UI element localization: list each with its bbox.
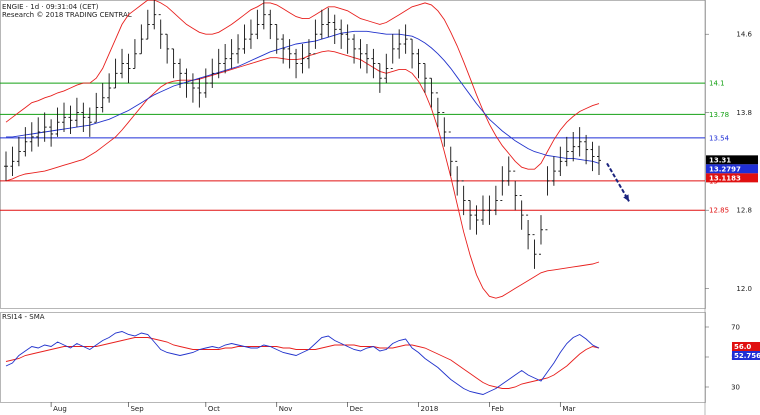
rsi-value-tag (732, 351, 760, 360)
main-panel-frame (0, 0, 706, 309)
level-label: 12.85 (709, 207, 729, 215)
rsi-value-tag-label: 56.0 (734, 343, 751, 351)
rsi-value-tag-label: 52.7563 (734, 352, 760, 360)
bollinger-lower-line (5, 50, 600, 299)
x-axis-label: Mar (562, 405, 575, 413)
x-axis-label: Oct (208, 405, 220, 413)
level-label: 13.54 (709, 134, 730, 142)
level-label: 14.1 (709, 80, 725, 88)
x-axis-label: Aug (53, 405, 67, 413)
last-price-tag (706, 155, 758, 165)
rsi-value-tag (732, 342, 760, 351)
forecast-arrow-shaft (606, 162, 630, 202)
rsi-panel-title: RSI14 - SMA (2, 313, 45, 321)
last-price-tag-label: 13.1183 (709, 174, 741, 182)
moving-average-line (6, 30, 600, 164)
forecast-arrow-head (623, 194, 629, 202)
x-axis-label: Feb (491, 405, 504, 413)
last-price-tag-label: 13.31 (709, 156, 731, 164)
last-price-tag (706, 173, 758, 183)
last-price-tag-label: 13.2797 (709, 165, 741, 173)
x-axis-label: Sep (130, 405, 144, 413)
x-axis-label: Dec (350, 405, 364, 413)
x-axis-label: Nov (279, 405, 293, 413)
chart-header-symbol: ENGIE · 1d · 09:31:04 (CET) (2, 3, 99, 11)
main-y-tick-label: 14.6 (736, 31, 752, 39)
main-y-tick-label: 13.8 (736, 109, 752, 117)
rsi-panel-frame (0, 312, 706, 403)
rsi-line (5, 331, 600, 395)
rsi-y-tick-label: 70 (731, 324, 740, 332)
last-price-tag (706, 164, 758, 174)
rsi-sma-line (5, 337, 600, 389)
main-y-tick-label: 12.0 (736, 285, 752, 293)
rsi-y-tick-label: 30 (731, 384, 740, 392)
level-label: 13.78 (709, 111, 729, 119)
chart-header-copyright: Research © 2018 TRADING CENTRAL (2, 11, 132, 19)
x-axis-label: 2018 (421, 405, 439, 413)
bollinger-upper-line (5, 0, 600, 170)
main-y-tick-label: 12.8 (736, 207, 752, 215)
